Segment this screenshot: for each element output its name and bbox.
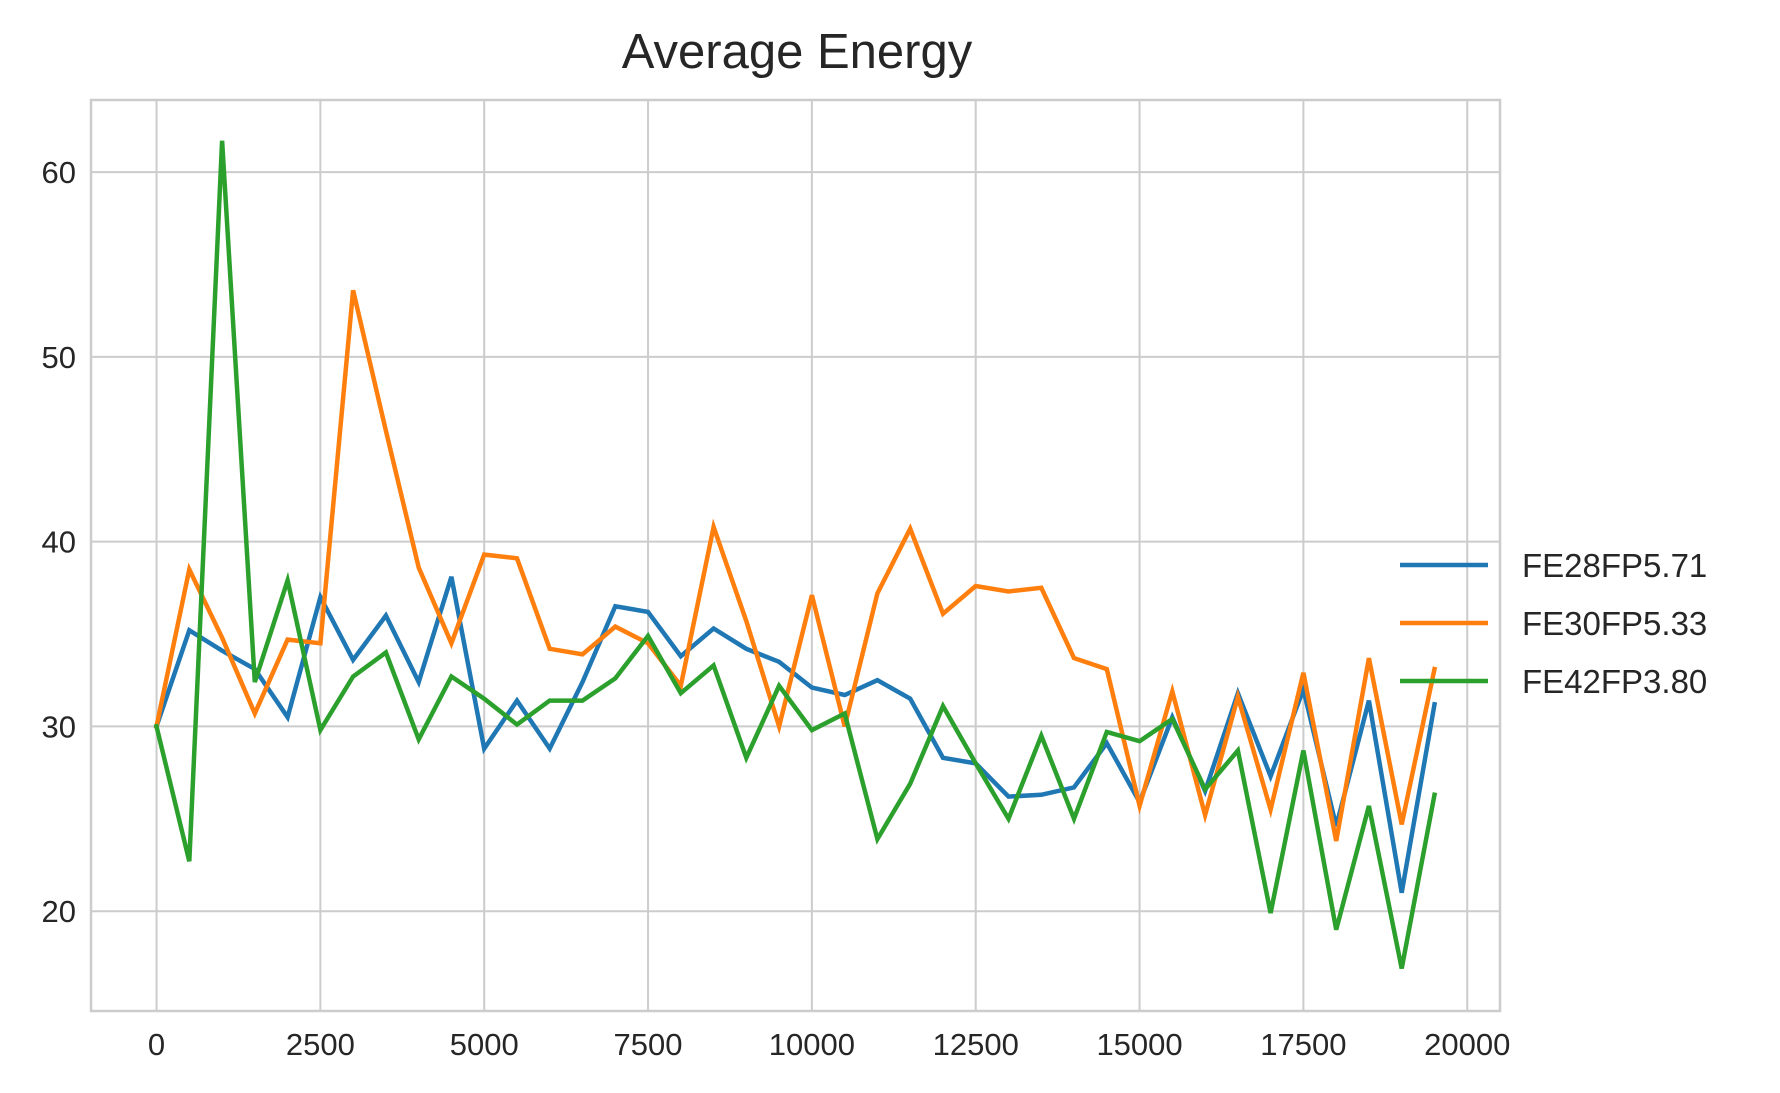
- legend-label: FE28FP5.71: [1522, 547, 1707, 584]
- series-line-fe28fp5-71: [153, 576, 1438, 894]
- series-line-fe30fp5-33: [153, 289, 1438, 842]
- y-axis-tick-labels: 20 30 40 50 60: [42, 155, 76, 929]
- x-axis-tick-labels: 0 2500 5000 7500 10000 12500 15000 17500 20000: [148, 1027, 1510, 1062]
- x-tick-label: 5000: [450, 1027, 519, 1062]
- x-tick-label: 0: [148, 1027, 165, 1062]
- x-tick-label: 15000: [1096, 1027, 1182, 1062]
- y-tick-label: 50: [42, 340, 76, 375]
- legend-label: FE42FP3.80: [1522, 663, 1707, 700]
- y-tick-label: 40: [42, 525, 76, 560]
- x-gridlines: [155, 100, 1469, 1011]
- legend: FE28FP5.71 FE30FP5.33 FE42FP3.80: [1400, 547, 1707, 700]
- y-tick-label: 60: [42, 155, 76, 190]
- x-tick-label: 20000: [1424, 1027, 1510, 1062]
- x-tick-label: 12500: [933, 1027, 1019, 1062]
- x-tick-label: 10000: [769, 1027, 855, 1062]
- series-line-fe42fp3-80: [153, 140, 1438, 969]
- y-tick-label: 30: [42, 709, 76, 744]
- x-tick-label: 2500: [286, 1027, 355, 1062]
- plot-area-frame: [89, 98, 1502, 1013]
- legend-label: FE30FP5.33: [1522, 605, 1707, 642]
- y-gridlines: [91, 171, 1500, 913]
- y-tick-label: 20: [42, 894, 76, 929]
- x-tick-label: 17500: [1260, 1027, 1346, 1062]
- series-lines: [153, 140, 1438, 969]
- x-tick-label: 7500: [614, 1027, 683, 1062]
- chart-title: Average Energy: [622, 25, 973, 79]
